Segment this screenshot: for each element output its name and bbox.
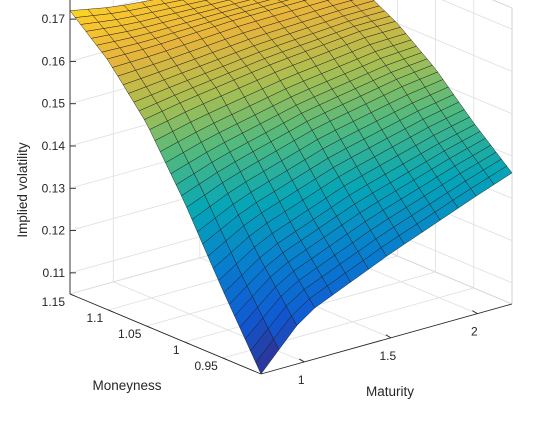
- x-tick-label: 2: [471, 325, 478, 339]
- y-tick-label: 0.95: [194, 359, 218, 373]
- x-tick-label: 1: [298, 373, 305, 387]
- y-tick-mark: [185, 342, 190, 344]
- y-tick-mark: [223, 358, 228, 360]
- y-tick-mark: [70, 294, 75, 296]
- z-tick-label: 0.15: [42, 97, 66, 111]
- surface: [70, 0, 512, 374]
- z-tick-label: 0.14: [42, 139, 66, 153]
- y-tick-label: 1: [173, 343, 180, 357]
- z-tick-label: 0.13: [42, 181, 66, 195]
- z-tick-label: 0.16: [42, 54, 66, 68]
- z-tick-label: 0.17: [42, 12, 66, 26]
- y-tick-label: 1.05: [118, 327, 142, 341]
- y-axis-label: Moneyness: [92, 378, 161, 393]
- z-tick-label: 0.11: [43, 266, 66, 280]
- z-axis-label: Implied volatility: [15, 142, 30, 238]
- y-tick-label: 1.15: [42, 295, 66, 309]
- y-tick-label: 1.1: [87, 311, 104, 325]
- x-tick-label: 1.5: [379, 349, 396, 363]
- y-tick-mark: [108, 310, 113, 312]
- x-axis-label: Maturity: [366, 384, 414, 399]
- y-tick-mark: [146, 326, 151, 328]
- z-tick-label: 0.12: [42, 224, 66, 238]
